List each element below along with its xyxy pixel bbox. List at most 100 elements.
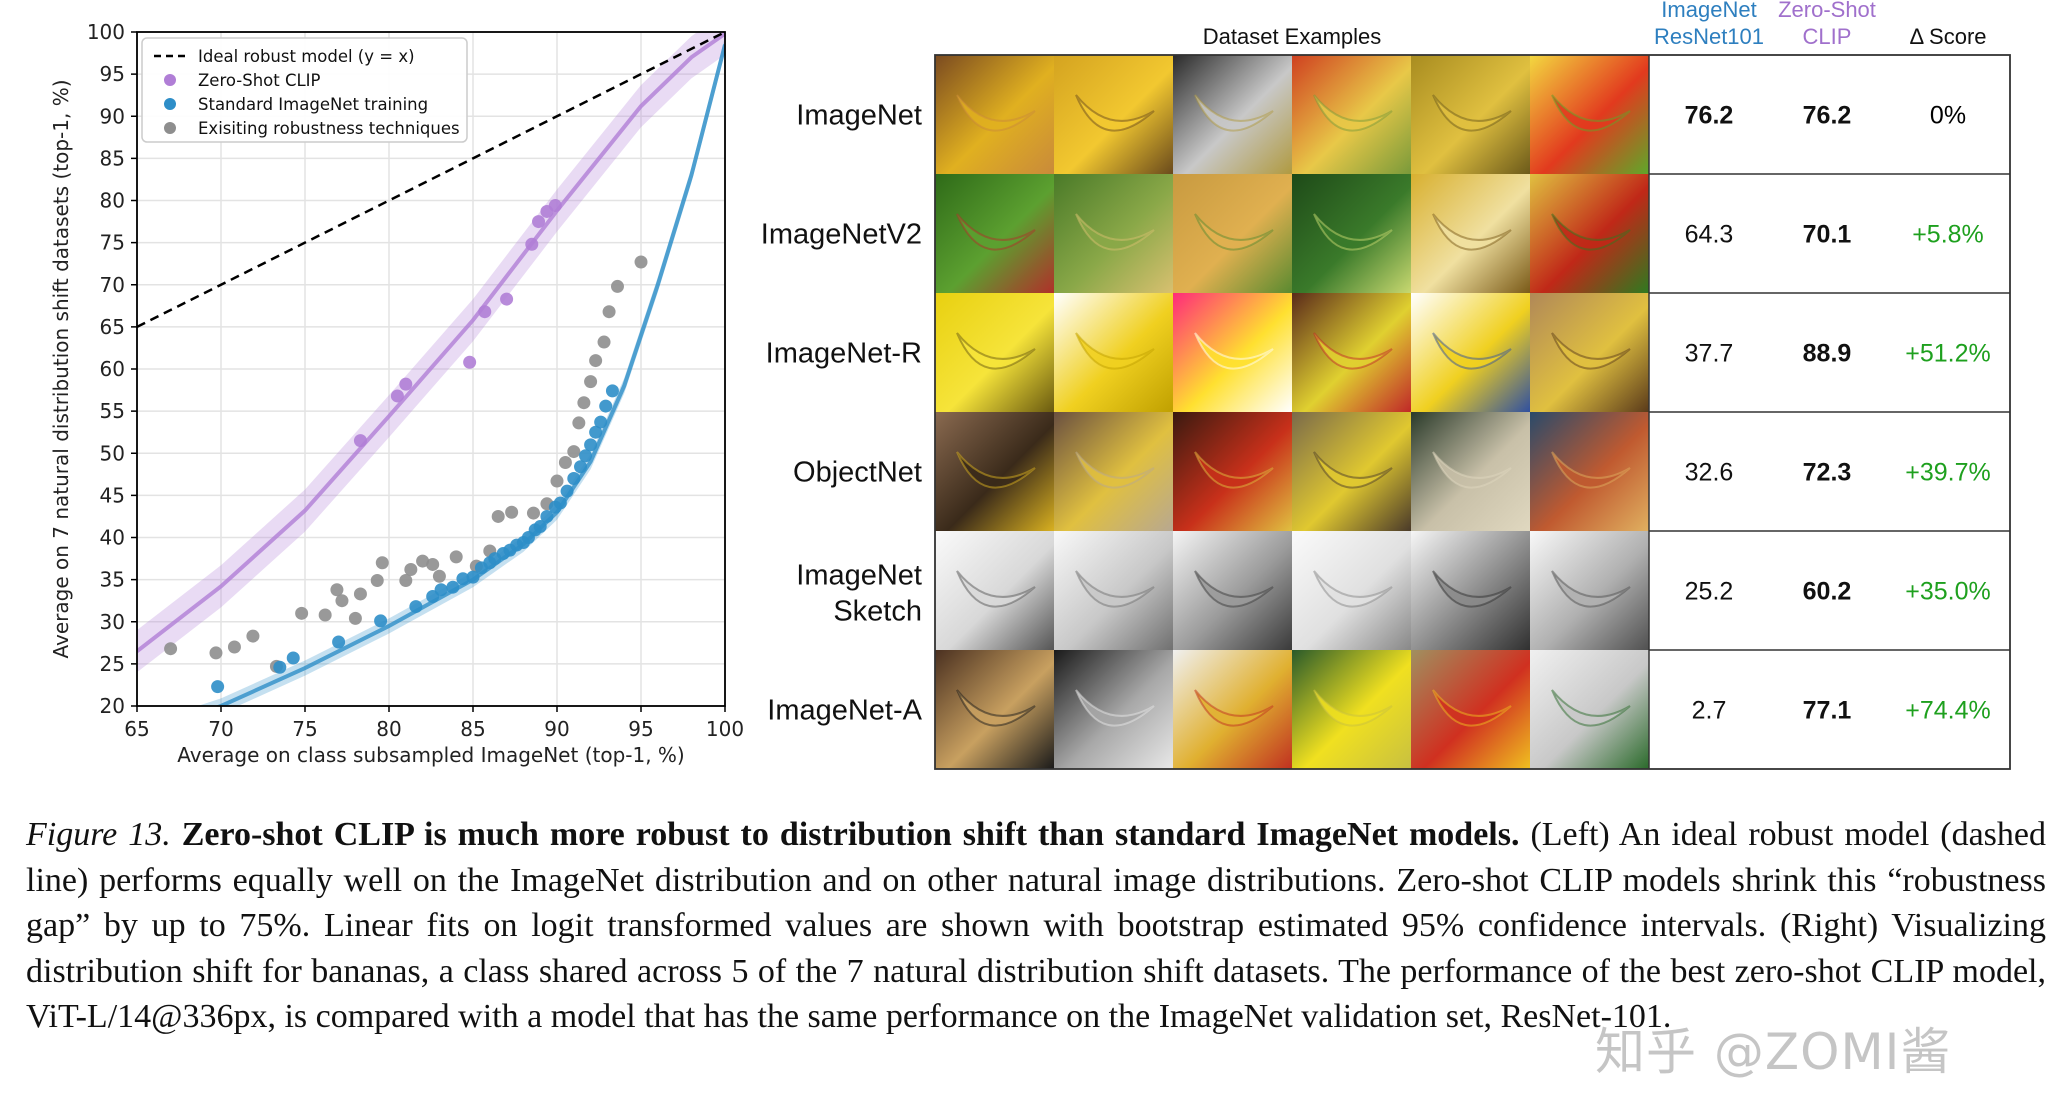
banana-shape — [1075, 689, 1155, 727]
example-thumbnail — [935, 531, 1054, 650]
data-point — [399, 377, 413, 391]
banana-shape — [1551, 689, 1631, 727]
banana-shape — [1194, 451, 1274, 489]
example-thumbnail — [1411, 55, 1530, 174]
header-clip-line2: CLIP — [1803, 24, 1852, 49]
fit-line — [137, 32, 725, 653]
example-thumbnail — [1411, 174, 1530, 293]
data-point — [572, 416, 586, 430]
data-point — [375, 556, 389, 570]
banana-shape — [1432, 689, 1512, 727]
clip-score: 72.3 — [1803, 459, 1852, 487]
example-thumbnail — [1411, 412, 1530, 531]
banana-shape — [1194, 332, 1274, 370]
banana-shape — [1313, 94, 1393, 132]
data-point — [560, 484, 574, 498]
banana-shape — [1551, 332, 1631, 370]
data-point — [553, 496, 567, 510]
example-thumbnail — [1054, 412, 1173, 531]
y-tick-label: 25 — [100, 652, 125, 676]
y-tick-label: 80 — [100, 189, 125, 213]
fit-line — [214, 44, 725, 706]
data-point — [164, 642, 178, 656]
y-tick-label: 45 — [100, 483, 125, 507]
example-thumbnail — [1530, 650, 1649, 769]
data-point — [597, 335, 611, 349]
example-thumbnail — [1292, 412, 1411, 531]
data-point — [286, 651, 300, 665]
y-tick-label: 30 — [100, 610, 125, 634]
example-thumbnail — [1054, 174, 1173, 293]
data-point — [409, 600, 423, 614]
banana-shape — [1313, 689, 1393, 727]
banana-shape — [956, 689, 1036, 727]
data-point — [227, 640, 241, 654]
example-thumbnail — [1173, 650, 1292, 769]
data-point — [390, 389, 404, 403]
data-point — [318, 608, 332, 622]
y-tick-label: 35 — [100, 568, 125, 592]
legend-label: Ideal robust model (y = x) — [198, 47, 415, 66]
plot-area — [137, 32, 725, 706]
caption-label: Figure 13. — [26, 816, 171, 853]
y-tick-label: 60 — [100, 357, 125, 381]
legend-dot-marker — [164, 122, 176, 134]
banana-distribution-shift-table: Dataset ExamplesImageNetResNet101Zero-Sh… — [761, 0, 2011, 770]
legend-box — [141, 37, 468, 143]
y-tick-label: 65 — [100, 315, 125, 339]
banana-shape — [1075, 570, 1155, 608]
data-point — [602, 305, 616, 319]
data-point — [594, 415, 608, 429]
clip-score: 76.2 — [1803, 102, 1852, 130]
example-thumbnail — [1530, 412, 1649, 531]
example-thumbnail — [1173, 412, 1292, 531]
delta-score: +35.0% — [1905, 578, 1991, 606]
delta-score: +74.4% — [1905, 697, 1991, 725]
banana-shape — [956, 94, 1036, 132]
y-tick-label: 95 — [100, 62, 125, 86]
resnet-score: 37.7 — [1685, 340, 1734, 368]
clip-score: 60.2 — [1803, 578, 1852, 606]
y-axis-label: Average on 7 natural distribution shift … — [49, 80, 73, 659]
delta-score: +5.8% — [1912, 221, 1984, 249]
example-thumbnail — [1292, 293, 1411, 412]
example-thumbnail — [935, 650, 1054, 769]
data-point — [558, 456, 572, 470]
example-thumbnail — [1292, 174, 1411, 293]
banana-shape — [1551, 451, 1631, 489]
example-thumbnail — [1530, 293, 1649, 412]
data-point — [353, 587, 367, 601]
banana-shape — [1551, 570, 1631, 608]
banana-shape — [956, 332, 1036, 370]
banana-shape — [1432, 332, 1512, 370]
data-point — [634, 255, 648, 269]
y-tick-label: 50 — [100, 441, 125, 465]
data-point — [589, 425, 603, 439]
legend-label: Exisiting robustness techniques — [198, 119, 460, 138]
data-point — [446, 580, 460, 594]
data-point — [404, 563, 418, 577]
caption-title: Zero-shot CLIP is much more robust to di… — [181, 816, 1520, 853]
figure-caption: Figure 13. Zero-shot CLIP is much more r… — [26, 812, 2046, 1040]
watermark-text: 知乎 @ZOMI酱 — [1595, 1023, 1952, 1081]
example-thumbnail — [1411, 293, 1530, 412]
x-tick-label: 65 — [124, 717, 149, 741]
banana-shape — [1194, 689, 1274, 727]
y-tick-label: 75 — [100, 231, 125, 255]
example-thumbnail — [1292, 55, 1411, 174]
data-point — [599, 399, 613, 413]
data-point — [526, 506, 540, 520]
data-point — [567, 472, 581, 486]
data-point — [335, 594, 349, 608]
data-point — [330, 583, 344, 597]
banana-shape — [1432, 451, 1512, 489]
x-tick-label: 80 — [376, 717, 401, 741]
delta-score: +39.7% — [1905, 459, 1991, 487]
example-thumbnail — [1173, 174, 1292, 293]
data-point — [550, 474, 564, 488]
data-point — [584, 375, 598, 389]
banana-shape — [1075, 451, 1155, 489]
data-point — [589, 354, 603, 368]
example-thumbnail — [1173, 293, 1292, 412]
dataset-label: ImageNet-R — [766, 338, 922, 370]
